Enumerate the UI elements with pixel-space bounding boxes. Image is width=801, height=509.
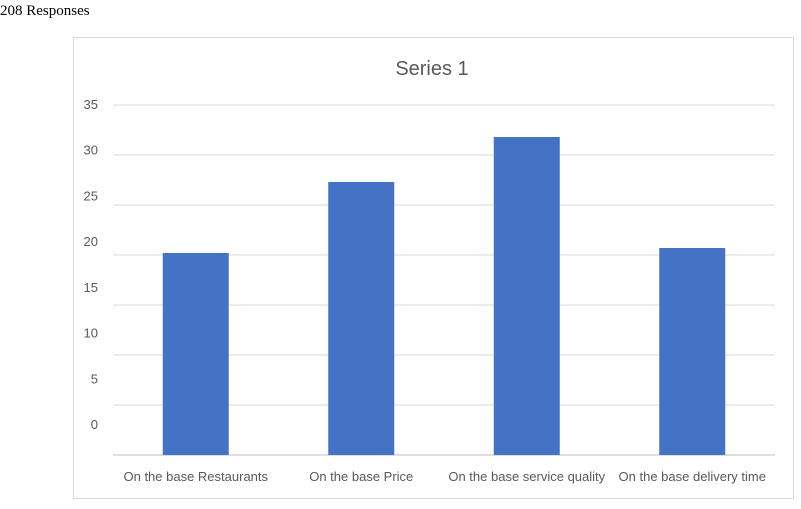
y-tick-label: 0 (91, 417, 98, 432)
chart-title: Series 1 (395, 58, 468, 80)
y-tick-label: 30 (84, 143, 98, 158)
y-tick-label: 25 (84, 188, 98, 203)
x-tick-label: On the base Price (309, 469, 413, 484)
y-tick-label: 35 (84, 97, 98, 112)
response-count: 208 Responses (0, 3, 90, 19)
y-tick-label: 10 (84, 326, 98, 341)
x-tick-label: On the base service quality (448, 469, 605, 484)
y-tick-label: 15 (84, 280, 98, 295)
y-tick-label: 5 (91, 371, 98, 386)
bar (162, 253, 229, 455)
x-tick-label: On the base delivery time (619, 469, 766, 484)
bar (493, 137, 560, 455)
bar (328, 182, 395, 455)
y-tick-label: 20 (84, 234, 98, 249)
x-tick-label: On the base Restaurants (123, 469, 268, 484)
bar (659, 248, 726, 455)
